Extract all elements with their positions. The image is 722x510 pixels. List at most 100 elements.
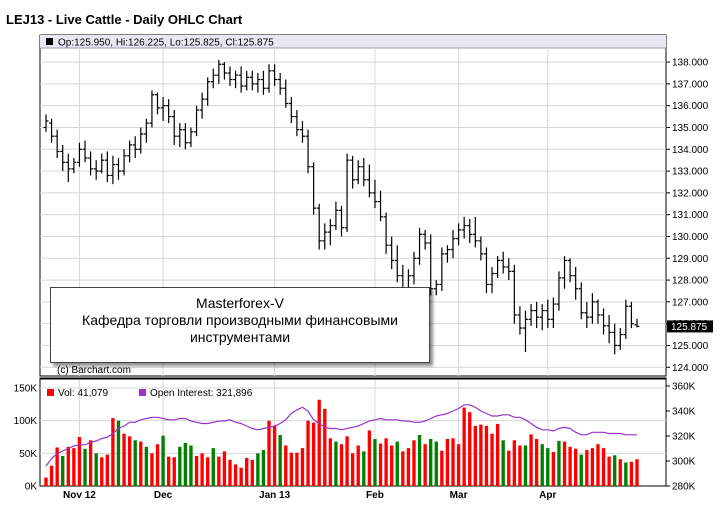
ohlc-bar[interactable] bbox=[500, 251, 506, 274]
ohlc-bar[interactable] bbox=[327, 219, 333, 246]
ohlc-bar[interactable] bbox=[221, 62, 227, 80]
ohlc-bar[interactable] bbox=[205, 77, 211, 106]
volume-bar[interactable] bbox=[390, 445, 394, 486]
ohlc-bar[interactable] bbox=[472, 216, 478, 248]
ohlc-bar[interactable] bbox=[272, 64, 278, 87]
ohlc-bar[interactable] bbox=[121, 149, 127, 176]
volume-bar[interactable] bbox=[284, 445, 288, 486]
volume-bar[interactable] bbox=[635, 459, 639, 486]
ohlc-bar[interactable] bbox=[138, 127, 144, 154]
volume-bar[interactable] bbox=[194, 455, 199, 486]
ohlc-bar[interactable] bbox=[104, 151, 110, 182]
volume-bar[interactable] bbox=[378, 443, 383, 486]
volume-bar[interactable] bbox=[490, 433, 494, 486]
ohlc-bar[interactable] bbox=[506, 258, 512, 281]
ohlc-bar[interactable] bbox=[589, 293, 595, 324]
volume-bar[interactable] bbox=[573, 448, 578, 486]
ohlc-bar[interactable] bbox=[539, 304, 545, 331]
ohlc-bar[interactable] bbox=[210, 68, 216, 89]
ohlc-bar[interactable] bbox=[93, 160, 99, 180]
volume-bar[interactable] bbox=[479, 424, 483, 486]
ohlc-bar[interactable] bbox=[188, 127, 194, 148]
volume-bar[interactable] bbox=[484, 425, 489, 486]
ohlc-bar[interactable] bbox=[132, 136, 138, 158]
ohlc-bar[interactable] bbox=[266, 64, 272, 93]
ohlc-bar[interactable] bbox=[444, 245, 450, 263]
ohlc-bar[interactable] bbox=[372, 179, 378, 209]
volume-bar[interactable] bbox=[456, 444, 461, 486]
ohlc-bar[interactable] bbox=[60, 144, 66, 172]
volume-bar[interactable] bbox=[261, 450, 266, 486]
volume-bar[interactable] bbox=[618, 459, 622, 486]
ohlc-bar[interactable] bbox=[433, 280, 439, 296]
ohlc-bar[interactable] bbox=[534, 301, 540, 329]
ohlc-bar[interactable] bbox=[601, 308, 607, 335]
volume-bar[interactable] bbox=[222, 451, 227, 486]
volume-panel[interactable] bbox=[44, 399, 639, 486]
ohlc-bar[interactable] bbox=[143, 118, 149, 143]
volume-bar[interactable] bbox=[557, 440, 561, 486]
volume-bar[interactable] bbox=[579, 454, 583, 486]
volume-bar[interactable] bbox=[172, 457, 176, 486]
volume-bar[interactable] bbox=[100, 457, 104, 486]
volume-bar[interactable] bbox=[245, 457, 249, 486]
volume-bar[interactable] bbox=[239, 467, 243, 486]
ohlc-bar[interactable] bbox=[333, 201, 339, 230]
volume-bar[interactable] bbox=[473, 425, 477, 486]
ohlc-bar[interactable] bbox=[350, 155, 356, 189]
ohlc-bar[interactable] bbox=[634, 318, 640, 328]
volume-bar[interactable] bbox=[367, 430, 372, 486]
volume-bar[interactable] bbox=[423, 444, 427, 486]
volume-bar[interactable] bbox=[133, 440, 137, 486]
volume-bar[interactable] bbox=[523, 445, 528, 486]
ohlc-bar[interactable] bbox=[478, 236, 484, 261]
volume-bar[interactable] bbox=[373, 438, 377, 486]
volume-bar[interactable] bbox=[345, 436, 349, 486]
volume-bar[interactable] bbox=[311, 422, 316, 486]
volume-bar[interactable] bbox=[350, 453, 355, 486]
volume-bar[interactable] bbox=[395, 441, 399, 486]
ohlc-bar[interactable] bbox=[584, 301, 590, 329]
ohlc-bar[interactable] bbox=[495, 256, 501, 278]
ohlc-bar[interactable] bbox=[88, 151, 94, 176]
ohlc-bar[interactable] bbox=[394, 245, 400, 283]
ohlc-bar[interactable] bbox=[439, 247, 445, 291]
ohlc-bar[interactable] bbox=[344, 153, 350, 233]
ohlc-bar[interactable] bbox=[522, 310, 528, 353]
volume-bar[interactable] bbox=[434, 441, 438, 486]
ohlc-bar[interactable] bbox=[322, 223, 328, 250]
volume-bar[interactable] bbox=[44, 477, 48, 486]
ohlc-bar[interactable] bbox=[578, 282, 584, 320]
price-panel[interactable] bbox=[43, 59, 640, 355]
ohlc-bar[interactable] bbox=[233, 70, 239, 89]
ohlc-bar[interactable] bbox=[456, 223, 462, 246]
volume-bar[interactable] bbox=[596, 444, 600, 486]
ohlc-bar[interactable] bbox=[244, 70, 250, 91]
volume-bar[interactable] bbox=[94, 453, 98, 486]
ohlc-bar[interactable] bbox=[378, 190, 384, 222]
ohlc-bar[interactable] bbox=[545, 299, 551, 329]
volume-bar[interactable] bbox=[228, 459, 232, 486]
volume-bar[interactable] bbox=[512, 440, 517, 486]
volume-bar[interactable] bbox=[72, 448, 76, 486]
volume-bar[interactable] bbox=[323, 408, 327, 486]
ohlc-bar[interactable] bbox=[49, 118, 55, 143]
ohlc-bar[interactable] bbox=[127, 140, 133, 163]
ohlc-bar[interactable] bbox=[573, 267, 579, 300]
ohlc-bar[interactable] bbox=[182, 123, 188, 150]
volume-bar[interactable] bbox=[211, 448, 215, 486]
volume-bar[interactable] bbox=[551, 452, 556, 486]
ohlc-bar[interactable] bbox=[171, 110, 177, 145]
volume-bar[interactable] bbox=[445, 438, 450, 486]
volume-bar[interactable] bbox=[267, 420, 271, 486]
ohlc-bar[interactable] bbox=[528, 304, 534, 326]
ohlc-bar[interactable] bbox=[316, 203, 322, 250]
ohlc-bar[interactable] bbox=[76, 142, 82, 167]
volume-bar[interactable] bbox=[624, 462, 628, 486]
volume-bar[interactable] bbox=[150, 453, 154, 486]
volume-bar[interactable] bbox=[529, 434, 533, 486]
volume-bar[interactable] bbox=[189, 445, 193, 486]
volume-bar[interactable] bbox=[250, 459, 254, 486]
ohlc-bar[interactable] bbox=[467, 219, 473, 244]
ohlc-bar[interactable] bbox=[277, 72, 283, 95]
